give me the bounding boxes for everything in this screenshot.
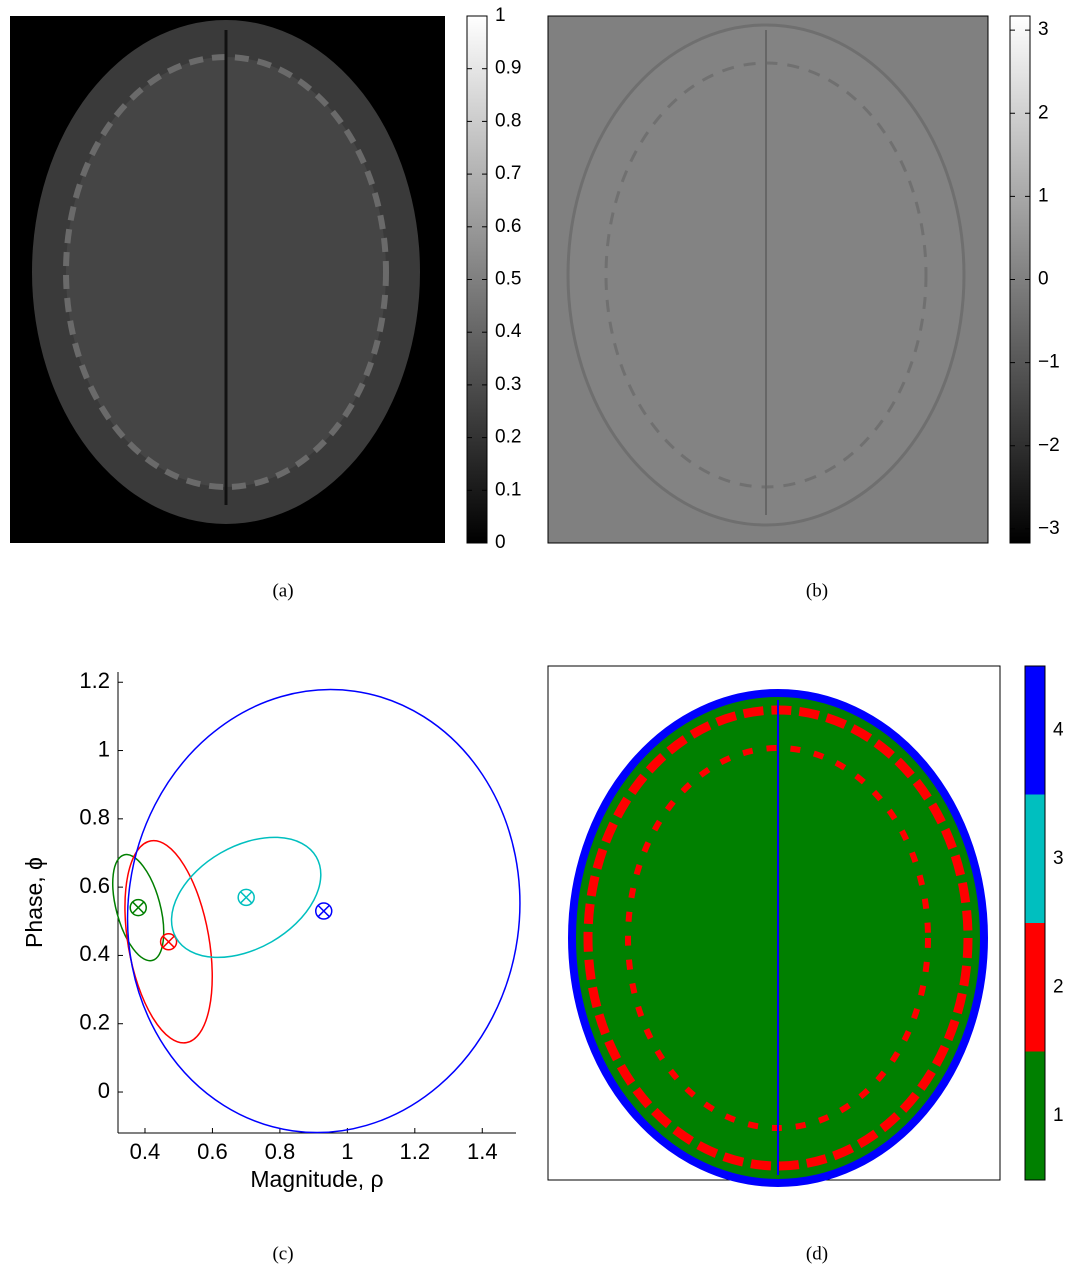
colorbar-segment <box>1025 1052 1045 1181</box>
colorbar-segment <box>1025 795 1045 924</box>
colorbar-tick-label: 1 <box>1053 1105 1064 1126</box>
colorbar-tick-label: 4 <box>1053 719 1064 740</box>
colorbar-segment <box>1025 666 1045 795</box>
colorbar-tick-label: 0.6 <box>495 216 521 237</box>
y-tick-label: 0 <box>98 1078 110 1103</box>
figure: 0 0.1 0.2 0.3 0.4 0.5 0.6 0.7 0.8 0.9 1 (a) −3 −2 −1 0 1… <box>0 0 1073 1273</box>
cluster-center <box>316 903 332 919</box>
x-tick-label: 0.6 <box>197 1139 228 1164</box>
x-axis-label: Magnitude, ρ <box>250 1166 383 1192</box>
colorbar-tick-label: 3 <box>1038 19 1049 40</box>
y-tick-label: 0.6 <box>79 873 110 898</box>
x-tick-label: 1 <box>341 1139 353 1164</box>
colorbar-tick-label: 3 <box>1053 848 1064 869</box>
cluster-center <box>130 900 146 916</box>
x-tick-label: 1.2 <box>400 1139 431 1164</box>
cluster-center <box>238 889 254 905</box>
x-tick-label: 1.4 <box>467 1139 498 1164</box>
colorbar-tick-label: 0.8 <box>495 110 521 131</box>
colorbar-tick-label: 0.3 <box>495 374 521 395</box>
y-tick-label: 1 <box>98 736 110 761</box>
colorbar-tick-label: 0.1 <box>495 479 521 500</box>
colorbar-tick-label: 2 <box>1053 976 1064 997</box>
colorbar-tick-label: −2 <box>1038 435 1060 456</box>
colorbar-tick-label: 0.9 <box>495 58 521 79</box>
colorbar-tick-label: −1 <box>1038 352 1060 373</box>
caption: (d) <box>806 1243 828 1264</box>
colorbar-tick-label: 0 <box>1038 269 1049 290</box>
y-axis-label: Phase, ϕ <box>21 857 47 948</box>
colorbar-tick-label: 0.2 <box>495 427 521 448</box>
colorbar-tick-label: 1 <box>495 5 506 26</box>
caption: (b) <box>806 580 828 601</box>
colorbar-tick-label: 0.7 <box>495 163 521 184</box>
colorbar-tick-label: 1 <box>1038 185 1049 206</box>
y-tick-label: 0.4 <box>79 941 110 966</box>
caption: (c) <box>272 1243 293 1264</box>
colorbar-tick-label: −3 <box>1038 518 1060 539</box>
y-tick-label: 1.2 <box>79 668 110 693</box>
y-tick-label: 0.2 <box>79 1010 110 1035</box>
colorbar-tick-label: 2 <box>1038 102 1049 123</box>
colorbar-segment <box>1025 923 1045 1052</box>
colorbar-tick-label: 0.5 <box>495 269 521 290</box>
colorbar-tick-label: 0 <box>495 532 506 553</box>
y-tick-label: 0.8 <box>79 805 110 830</box>
x-tick-label: 0.8 <box>265 1139 296 1164</box>
caption: (a) <box>272 580 293 601</box>
colorbar-tick-label: 0.4 <box>495 321 522 342</box>
x-tick-label: 0.4 <box>130 1139 161 1164</box>
